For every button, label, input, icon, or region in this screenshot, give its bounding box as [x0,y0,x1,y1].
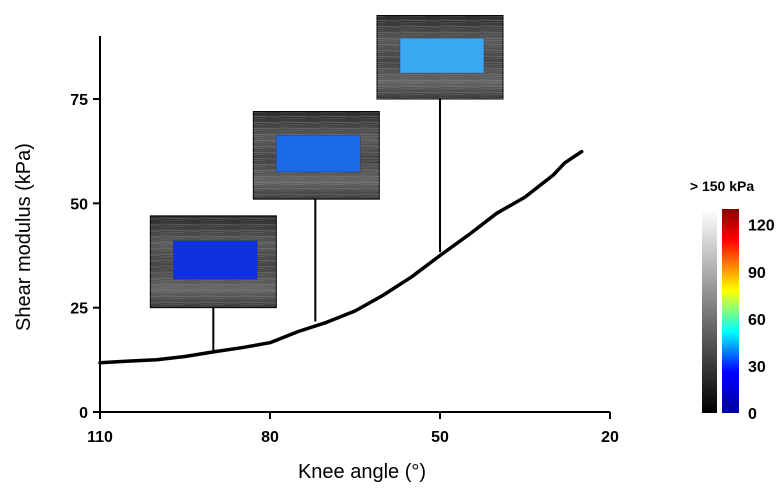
plot-area: 0 25 50 75 110 80 50 20 [70,15,619,446]
colorbar-gradient [722,209,739,413]
colorbar-tick-label: 0 [748,406,757,423]
x-tick-label: 80 [261,429,279,446]
elastogram-70deg [252,111,380,200]
elastography-roi [399,37,485,74]
colorbar-title: > 150 kPa [690,178,754,194]
y-tick-label: 0 [79,405,88,422]
elastography-roi [173,240,258,280]
y-tick-label: 25 [70,301,88,318]
x-tick-label: 110 [87,429,113,446]
elastogram-callouts [149,15,504,352]
series-line [98,149,584,365]
y-axis-ticks: 0 25 50 75 [70,92,100,422]
colorbar-tick-label: 120 [748,218,775,235]
colorbar: > 150 kPa 120 90 60 30 0 [690,178,775,423]
elastography-roi [276,134,361,173]
y-axis-label: Shear modulus (kPa) [13,143,35,331]
colorbar-ticks: 120 90 60 30 0 [748,218,775,423]
x-tick-label: 50 [431,429,449,446]
x-tick-label: 20 [601,429,619,446]
x-axis-ticks: 110 80 50 20 [87,412,619,446]
colorbar-grayscale [702,209,717,413]
y-tick-label: 75 [70,92,88,109]
elastogram-50deg [376,15,504,100]
y-tick-label: 50 [70,196,88,213]
colorbar-tick-label: 60 [748,312,766,329]
colorbar-tick-label: 90 [748,265,766,282]
x-axis-label: Knee angle (°) [298,461,426,483]
colorbar-tick-label: 30 [748,359,766,376]
elastogram-90deg [149,215,277,309]
